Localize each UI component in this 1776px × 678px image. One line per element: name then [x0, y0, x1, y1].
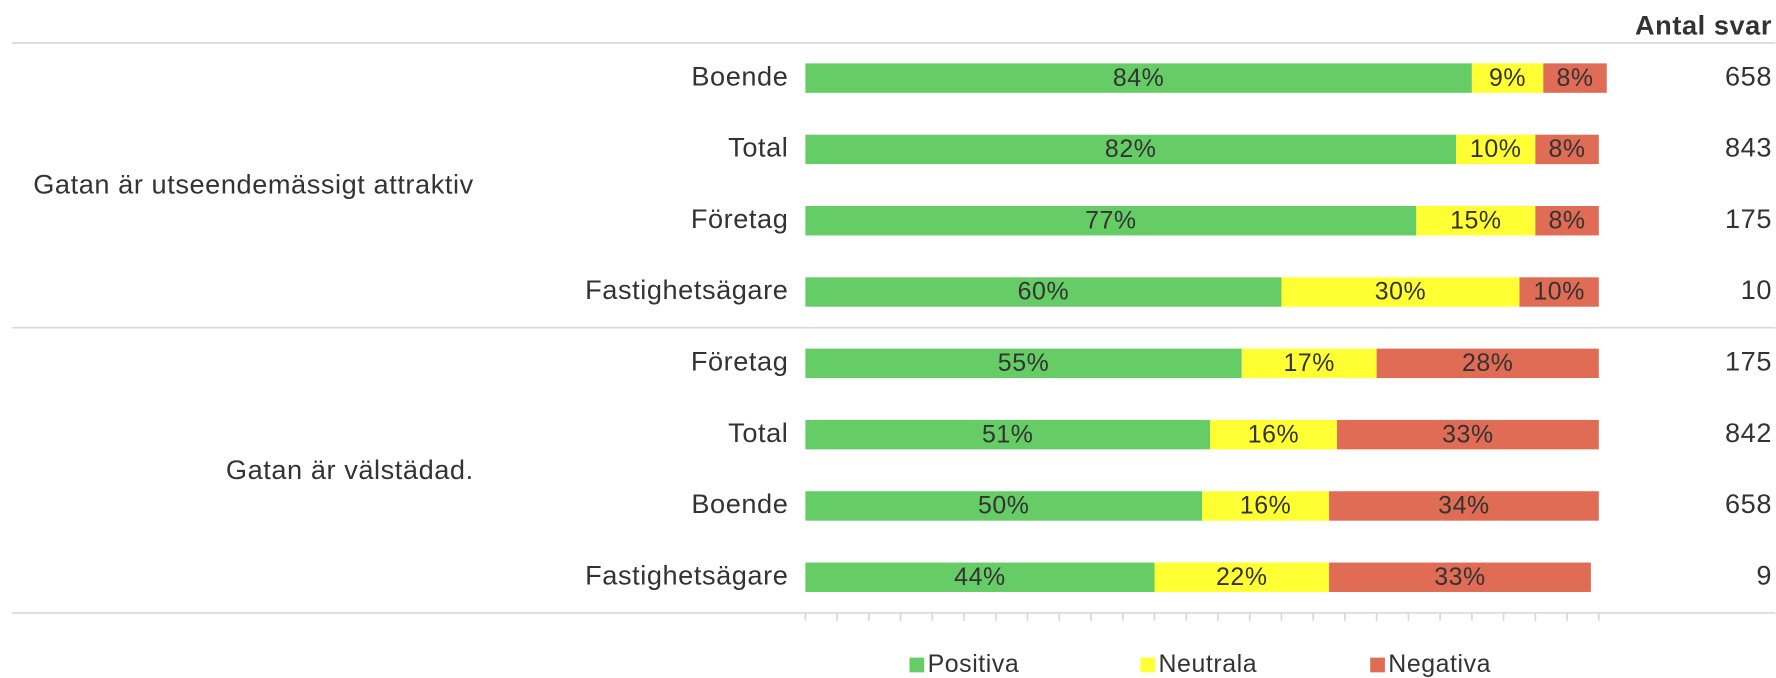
category-label: Total: [728, 417, 788, 448]
category-label: Fastighetsägare: [585, 274, 788, 305]
value-label: 15%: [1450, 206, 1502, 234]
value-label: 50%: [978, 492, 1030, 520]
bar-segment: [805, 562, 1155, 592]
group-label-box: Gatan är välstädad.: [225, 454, 474, 486]
group-label-box: Gatan är utseendemässigt attraktiv: [33, 169, 474, 200]
bar-segment: [1376, 348, 1599, 379]
count-label: 843: [1725, 132, 1772, 163]
bar-segment: [1241, 348, 1377, 379]
count-label: 175: [1725, 346, 1772, 377]
value-label: 51%: [982, 420, 1034, 448]
count-header: Antal svar: [1635, 9, 1772, 40]
category-label: Boende: [691, 60, 788, 91]
category-label: Boende: [691, 488, 788, 519]
legend-swatch: [909, 657, 925, 673]
legend-label: Neutrala: [1159, 650, 1258, 678]
value-label: 16%: [1248, 420, 1300, 448]
category-label: Fastighetsägare: [585, 559, 788, 590]
group-label: Gatan är välstädad.: [225, 454, 474, 486]
bar-segment: [1329, 491, 1599, 521]
value-label: 34%: [1438, 492, 1490, 520]
bar-segment: [805, 63, 1472, 93]
bar-segment: [1416, 206, 1536, 236]
value-label: 8%: [1556, 64, 1593, 92]
legend-label: Negativa: [1388, 650, 1491, 678]
value-label: 22%: [1216, 563, 1268, 591]
bar-segment: [1329, 562, 1591, 592]
bar-segment: [1281, 277, 1520, 307]
value-label: 10%: [1533, 278, 1585, 306]
value-label: 10%: [1470, 135, 1522, 163]
bar-segment: [805, 419, 1211, 450]
bar-segment: [1535, 134, 1599, 165]
value-label: 8%: [1549, 206, 1586, 234]
value-label: 44%: [954, 563, 1006, 591]
count-label: 658: [1725, 60, 1772, 91]
value-label: 9%: [1489, 64, 1526, 92]
category-label: Företag: [691, 346, 789, 377]
value-label: 55%: [998, 349, 1050, 377]
value-label: 33%: [1434, 563, 1486, 591]
bar-segment: [805, 206, 1417, 236]
bar-segment: [1154, 562, 1330, 592]
bar-segment: [1535, 206, 1599, 236]
value-label: 16%: [1240, 492, 1292, 520]
value-label: 30%: [1375, 278, 1427, 306]
bar-segment: [1471, 63, 1544, 93]
value-label: 33%: [1442, 420, 1494, 448]
bar-segment: [1202, 491, 1330, 521]
bar-segment: [1519, 277, 1599, 307]
bar-segment: [1543, 63, 1607, 93]
value-label: 77%: [1085, 206, 1137, 234]
value-label: 28%: [1462, 349, 1514, 377]
count-label: 658: [1725, 488, 1772, 519]
legend-label: Positiva: [928, 650, 1020, 678]
count-label: 9: [1756, 559, 1772, 590]
bar-segment: [1210, 419, 1337, 450]
bar-segment: [805, 491, 1203, 521]
value-label: 17%: [1283, 349, 1335, 377]
bar-segment: [805, 134, 1457, 165]
count-label: 175: [1725, 203, 1772, 234]
legend-swatch: [1140, 657, 1156, 673]
bar-segment: [805, 277, 1282, 307]
bar-segment: [805, 348, 1242, 379]
count-label: 842: [1725, 417, 1772, 448]
value-label: 8%: [1549, 135, 1586, 163]
category-label: Total: [728, 132, 788, 163]
value-label: 82%: [1105, 135, 1157, 163]
group-label: Gatan är utseendemässigt attraktiv: [33, 169, 474, 200]
value-label: 84%: [1113, 64, 1165, 92]
category-label: Företag: [691, 203, 789, 234]
bar-segment: [1456, 134, 1536, 165]
value-label: 60%: [1018, 278, 1070, 306]
count-label: 10: [1741, 274, 1772, 305]
bar-segment: [1336, 419, 1599, 450]
legend-swatch: [1370, 657, 1385, 673]
